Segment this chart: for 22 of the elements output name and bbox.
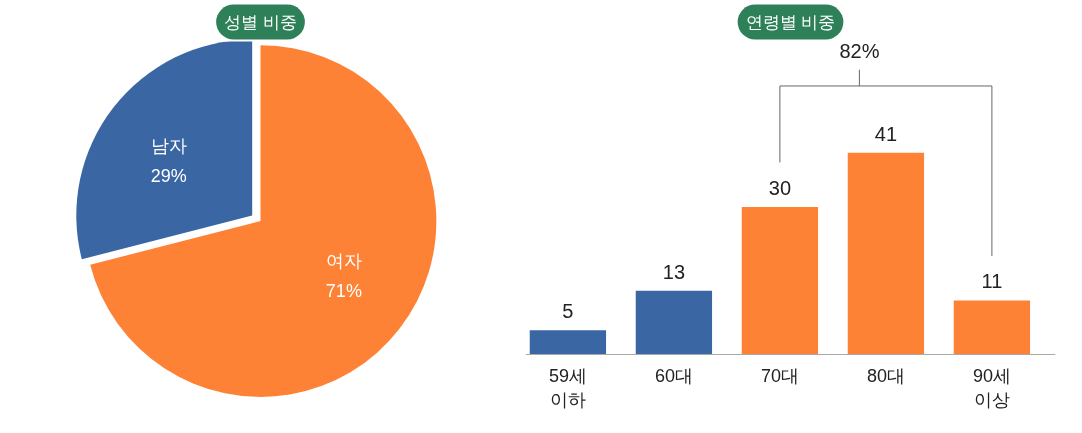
x-tick-label: 80대 bbox=[866, 365, 905, 386]
data-label: 30 bbox=[768, 176, 792, 199]
data-label: 29% bbox=[150, 165, 187, 186]
data-label: 41 bbox=[874, 122, 898, 145]
bar bbox=[529, 330, 607, 355]
slice-label: 남자 bbox=[150, 135, 187, 156]
x-tick-label: 60대 bbox=[654, 365, 693, 386]
bar bbox=[953, 300, 1031, 355]
bar bbox=[847, 152, 925, 355]
bar bbox=[741, 206, 819, 355]
data-label: 5 bbox=[562, 300, 574, 323]
data-label: 11 bbox=[981, 270, 1003, 293]
x-tick-label: 70대 bbox=[760, 365, 799, 386]
data-label: 13 bbox=[662, 260, 686, 283]
text: 82% bbox=[839, 39, 880, 62]
chart-title: 연령별 비중 bbox=[745, 12, 836, 32]
data-label: 71% bbox=[325, 281, 362, 302]
chart-title: 성별 비중 bbox=[224, 12, 297, 32]
bar bbox=[635, 290, 713, 355]
x-tick-label: 90세 이상 bbox=[972, 365, 1011, 410]
x-tick-label: 59세 이하 bbox=[548, 365, 587, 410]
slice-label: 여자 bbox=[325, 251, 362, 272]
